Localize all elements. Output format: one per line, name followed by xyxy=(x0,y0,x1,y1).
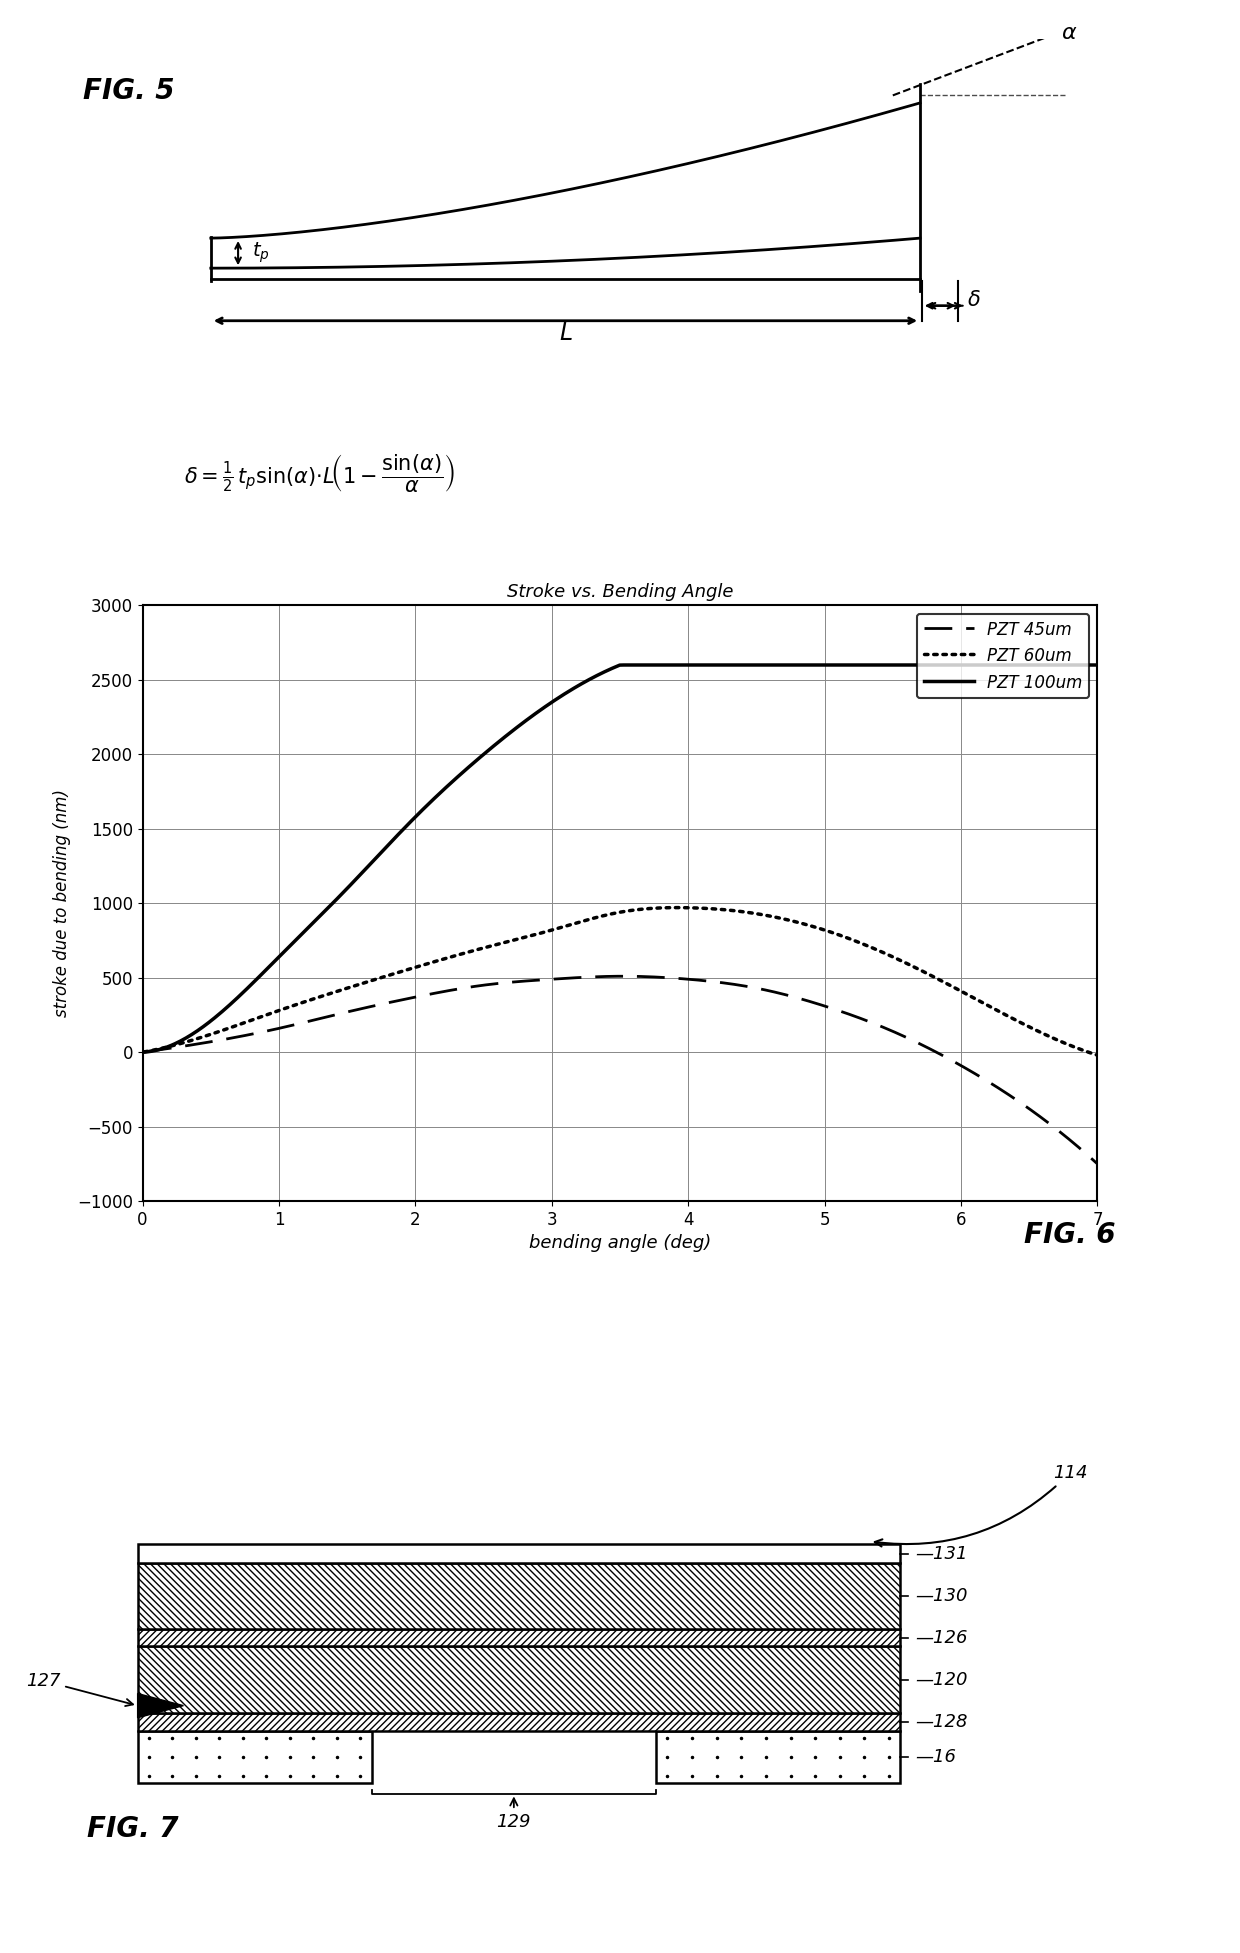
PZT 45um xyxy=(595,965,610,988)
Text: $\delta = \frac{1}{2}\, t_p \sin(\alpha )$$\cdot L\!\left(1 - \dfrac{\sin(\alpha: $\delta = \frac{1}{2}\, t_p \sin(\alpha … xyxy=(184,453,455,494)
PZT 60um xyxy=(670,896,684,920)
Legend: PZT 45um, PZT 60um, PZT 100um: PZT 45um, PZT 60um, PZT 100um xyxy=(918,613,1089,699)
Polygon shape xyxy=(138,1693,184,1719)
PZT 60um xyxy=(589,906,604,930)
Bar xyxy=(138,1545,900,1562)
Text: —120: —120 xyxy=(915,1670,968,1689)
X-axis label: bending angle (deg): bending angle (deg) xyxy=(529,1234,711,1252)
PZT 60um xyxy=(136,1041,151,1064)
PZT 100um xyxy=(920,652,935,678)
Text: $\delta$: $\delta$ xyxy=(967,291,981,311)
PZT 100um xyxy=(589,664,604,687)
Text: 127: 127 xyxy=(26,1672,133,1707)
Line: PZT 45um: PZT 45um xyxy=(144,976,1097,1164)
Text: FIG. 6: FIG. 6 xyxy=(1024,1221,1116,1248)
PZT 45um xyxy=(1069,1133,1084,1156)
Bar xyxy=(138,1730,372,1783)
PZT 45um xyxy=(655,965,670,988)
PZT 45um xyxy=(589,965,604,988)
Y-axis label: stroke due to bending (nm): stroke due to bending (nm) xyxy=(53,789,72,1018)
Text: —131: —131 xyxy=(915,1545,968,1562)
PZT 100um xyxy=(655,652,670,678)
PZT 100um xyxy=(1069,652,1084,678)
Text: FIG. 7: FIG. 7 xyxy=(87,1814,179,1844)
PZT 60um xyxy=(595,904,610,928)
PZT 100um xyxy=(595,660,610,684)
PZT 60um xyxy=(706,896,720,920)
Line: PZT 60um: PZT 60um xyxy=(144,908,1097,1055)
Text: —126: —126 xyxy=(915,1629,968,1646)
PZT 45um xyxy=(1090,1152,1105,1176)
PZT 45um xyxy=(920,1035,935,1059)
Bar xyxy=(138,1713,900,1730)
Bar xyxy=(138,1562,900,1629)
Title: Stroke vs. Bending Angle: Stroke vs. Bending Angle xyxy=(507,584,733,602)
PZT 100um xyxy=(614,652,629,678)
Bar xyxy=(138,1646,900,1713)
Text: FIG. 5: FIG. 5 xyxy=(83,76,175,105)
PZT 60um xyxy=(1090,1043,1105,1066)
PZT 45um xyxy=(136,1041,151,1064)
PZT 60um xyxy=(1069,1037,1084,1060)
Text: —128: —128 xyxy=(915,1713,968,1730)
Text: —16: —16 xyxy=(915,1748,956,1766)
PZT 45um xyxy=(616,965,631,988)
PZT 45um xyxy=(706,971,720,994)
Bar xyxy=(138,1629,900,1646)
Text: $t_p$: $t_p$ xyxy=(252,240,269,266)
Text: —130: —130 xyxy=(915,1588,968,1605)
PZT 100um xyxy=(1090,652,1105,678)
Text: 129: 129 xyxy=(496,1799,531,1830)
PZT 60um xyxy=(920,963,935,986)
PZT 100um xyxy=(136,1041,151,1064)
Line: PZT 100um: PZT 100um xyxy=(144,664,1097,1053)
PZT 100um xyxy=(706,652,720,678)
Bar xyxy=(656,1730,900,1783)
Text: $\alpha$: $\alpha$ xyxy=(1061,23,1078,43)
PZT 60um xyxy=(652,896,667,920)
Text: $L$: $L$ xyxy=(558,320,573,344)
Text: 114: 114 xyxy=(874,1463,1087,1547)
